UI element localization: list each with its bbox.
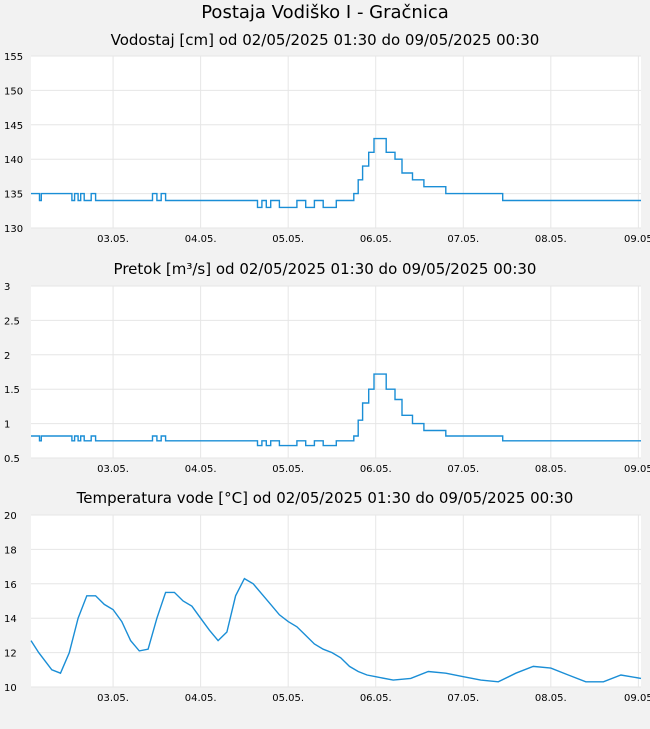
x-tick-label: 09.05 (624, 234, 650, 245)
plot-area (31, 515, 641, 687)
series-line (31, 373, 641, 447)
x-tick-label: 05.05. (272, 464, 304, 475)
x-tick-label: 04.05. (185, 693, 217, 704)
x-tick-label: 08.05. (535, 234, 567, 245)
water-level-chart-title: Vodostaj [cm] od 02/05/2025 01:30 do 09/… (110, 31, 540, 49)
x-tick-label: 03.05. (97, 234, 129, 245)
x-tick-label: 04.05. (185, 464, 217, 475)
discharge-chart-title: Pretok [m³/s] od 02/05/2025 01:30 do 09/… (113, 260, 537, 278)
x-tick-label: 07.05. (447, 693, 479, 704)
y-tick-label: 3 (4, 282, 10, 293)
water-level-plot: 130 135 140 145 150 155 03.05. 04.05. 05.05. 06.0… (4, 52, 650, 245)
temperature-plot: 10 12 14 16 18 20 03.05. 04.05. 05.05. 06.05. 07.0… (4, 511, 650, 704)
plot-area (31, 286, 641, 458)
y-tick-label: 155 (4, 52, 23, 63)
y-tick-label: 135 (4, 190, 23, 201)
series-line (31, 137, 641, 209)
x-tick-label: 07.05. (447, 234, 479, 245)
y-tick-label: 12 (4, 649, 17, 660)
x-tick-label: 09.05 (624, 464, 650, 475)
x-tick-label: 08.05. (535, 693, 567, 704)
x-tick-label: 03.05. (97, 693, 129, 704)
x-tick-label: 06.05. (360, 464, 392, 475)
x-tick-label: 06.05. (360, 234, 392, 245)
y-tick-label: 18 (4, 545, 17, 556)
y-tick-label: 2 (4, 351, 10, 362)
y-tick-label: 140 (4, 155, 23, 166)
x-tick-label: 07.05. (447, 464, 479, 475)
y-tick-label: 16 (4, 580, 17, 591)
y-tick-label: 145 (4, 121, 23, 132)
y-tick-label: 1 (4, 420, 10, 431)
x-tick-label: 04.05. (185, 234, 217, 245)
y-tick-label: 14 (4, 614, 17, 625)
x-tick-label: 09.05 (624, 693, 650, 704)
y-tick-label: 2.5 (4, 316, 20, 327)
x-tick-label: 06.05. (360, 693, 392, 704)
page-title: Postaja Vodiško I - Gračnica (201, 2, 449, 23)
plot-area (31, 56, 641, 228)
y-tick-label: 10 (4, 683, 17, 694)
temperature-chart-title: Temperatura vode [°C] od 02/05/2025 01:3… (76, 489, 574, 507)
series-line (30, 577, 642, 683)
x-tick-label: 05.05. (272, 693, 304, 704)
y-tick-label: 20 (4, 511, 17, 522)
y-tick-label: 130 (4, 224, 23, 235)
x-tick-label: 05.05. (272, 234, 304, 245)
x-tick-label: 08.05. (535, 464, 567, 475)
y-tick-label: 150 (4, 86, 23, 97)
discharge-plot: 0.5 1 1.5 2 2.5 3 03.05. 04.05. 05.05. 06.05. 07.0… (4, 282, 650, 475)
y-tick-label: 1.5 (4, 385, 20, 396)
y-tick-label: 0.5 (4, 454, 20, 465)
x-tick-label: 03.05. (97, 464, 129, 475)
